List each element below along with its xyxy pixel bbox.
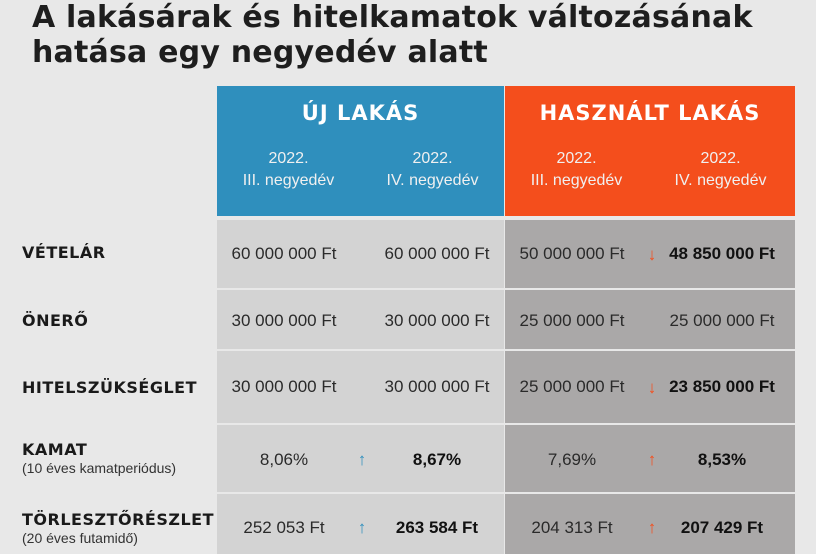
table-cell: 204 313 Ft	[531, 518, 613, 537]
period-q4-text: 2022. IV. negyedév	[386, 150, 479, 189]
table-cell: 263 584 Ft	[395, 518, 479, 537]
table-cell: 30 000 000 Ft	[384, 311, 490, 330]
table-cell: 30 000 000 Ft	[384, 377, 490, 396]
table-cell: 8,53%	[697, 450, 747, 469]
table-cell: 60 000 000 Ft	[384, 244, 490, 263]
arrow-up-icon: ↑	[647, 518, 657, 537]
table-cell: 50 000 000 Ft	[519, 244, 625, 263]
row-background	[217, 425, 795, 492]
table-cell: 30 000 000 Ft	[231, 377, 337, 396]
used-flat-header: HASZNÁLT LAKÁS 2022. III. negyedév 2022.…	[505, 86, 795, 216]
row-background	[217, 220, 795, 288]
row-sublabel: (10 éves kamatperiódus)	[22, 460, 177, 476]
row-label-text: KAMAT	[22, 440, 88, 459]
row-sublabel: (20 éves futamidő)	[22, 530, 138, 546]
table-cell: 60 000 000 Ft	[231, 244, 337, 263]
row-label-vetelar: VÉTELÁR	[22, 243, 106, 262]
table-cell: 8,67%	[412, 450, 462, 469]
row-label-kamat: KAMAT (10 éves kamatperiódus)	[22, 440, 176, 476]
arrow-up-icon: ↑	[647, 450, 657, 469]
table-cell: 8,06%	[259, 450, 309, 469]
period-q3-label: 2022. III. negyedév	[505, 148, 648, 192]
table-cell: 25 000 000 Ft	[519, 311, 625, 330]
row-label-text: TÖRLESZTŐRÉSZLET	[22, 510, 215, 529]
period-q3-text: 2022. III. negyedév	[530, 150, 623, 189]
row-background	[217, 290, 795, 349]
table-cell: 252 053 Ft	[243, 518, 325, 537]
table-cell: 207 429 Ft	[680, 518, 764, 537]
table-cell: 30 000 000 Ft	[231, 311, 337, 330]
period-q3-text: 2022. III. negyedév	[242, 150, 335, 189]
row-label-text: VÉTELÁR	[22, 243, 106, 262]
arrow-down-icon: ↓	[647, 245, 657, 264]
period-q4-text: 2022. IV. negyedév	[674, 150, 767, 189]
arrow-up-icon: ↑	[357, 518, 367, 537]
new-flat-label: ÚJ LAKÁS	[301, 101, 420, 125]
arrow-up-icon: ↑	[357, 450, 367, 469]
period-q4-label: 2022. IV. negyedév	[361, 148, 504, 192]
row-label-text: HITELSZÜKSÉGLET	[22, 378, 198, 397]
table-cell: 48 850 000 Ft	[669, 244, 775, 263]
row-label-hitelszukseglet: HITELSZÜKSÉGLET	[22, 378, 197, 397]
row-label-torlesztoreszlet: TÖRLESZTŐRÉSZLET (20 éves futamidő)	[22, 510, 214, 546]
table-cell: 25 000 000 Ft	[669, 311, 775, 330]
row-background	[217, 351, 795, 423]
page-title: A lakásárak és hitelkamatok változásának…	[32, 0, 753, 70]
table-cell: 25 000 000 Ft	[519, 377, 625, 396]
period-q3-label: 2022. III. negyedév	[217, 148, 360, 192]
arrow-down-icon: ↓	[647, 378, 657, 397]
period-q4-label: 2022. IV. negyedév	[649, 148, 792, 192]
table-cell: 23 850 000 Ft	[669, 377, 775, 396]
row-label-onero: ÖNERŐ	[22, 311, 88, 330]
row-label-text: ÖNERŐ	[22, 311, 89, 330]
table-cell: 7,69%	[547, 450, 597, 469]
new-flat-header: ÚJ LAKÁS 2022. III. negyedév 2022. IV. n…	[217, 86, 504, 216]
used-flat-label: HASZNÁLT LAKÁS	[539, 101, 761, 125]
